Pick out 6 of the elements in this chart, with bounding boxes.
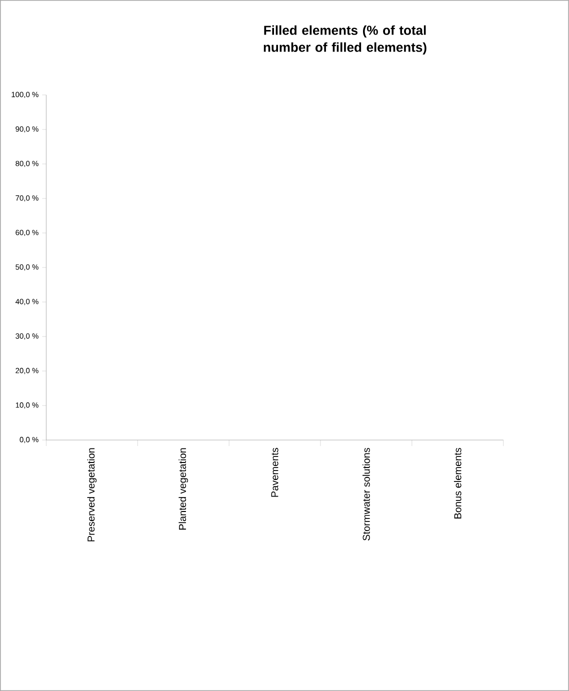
x-tick-label: Planted vegetation	[178, 448, 188, 530]
x-tick-label: Preserved vegetation	[87, 448, 97, 542]
chart-title: Filled elements (% of total number of filled elements)	[264, 25, 426, 54]
x-tick-label: Stormwater solutions	[362, 448, 370, 540]
x-tick-label: Pavements	[271, 448, 278, 497]
x-tick-label: Bonus elements	[454, 448, 462, 518]
